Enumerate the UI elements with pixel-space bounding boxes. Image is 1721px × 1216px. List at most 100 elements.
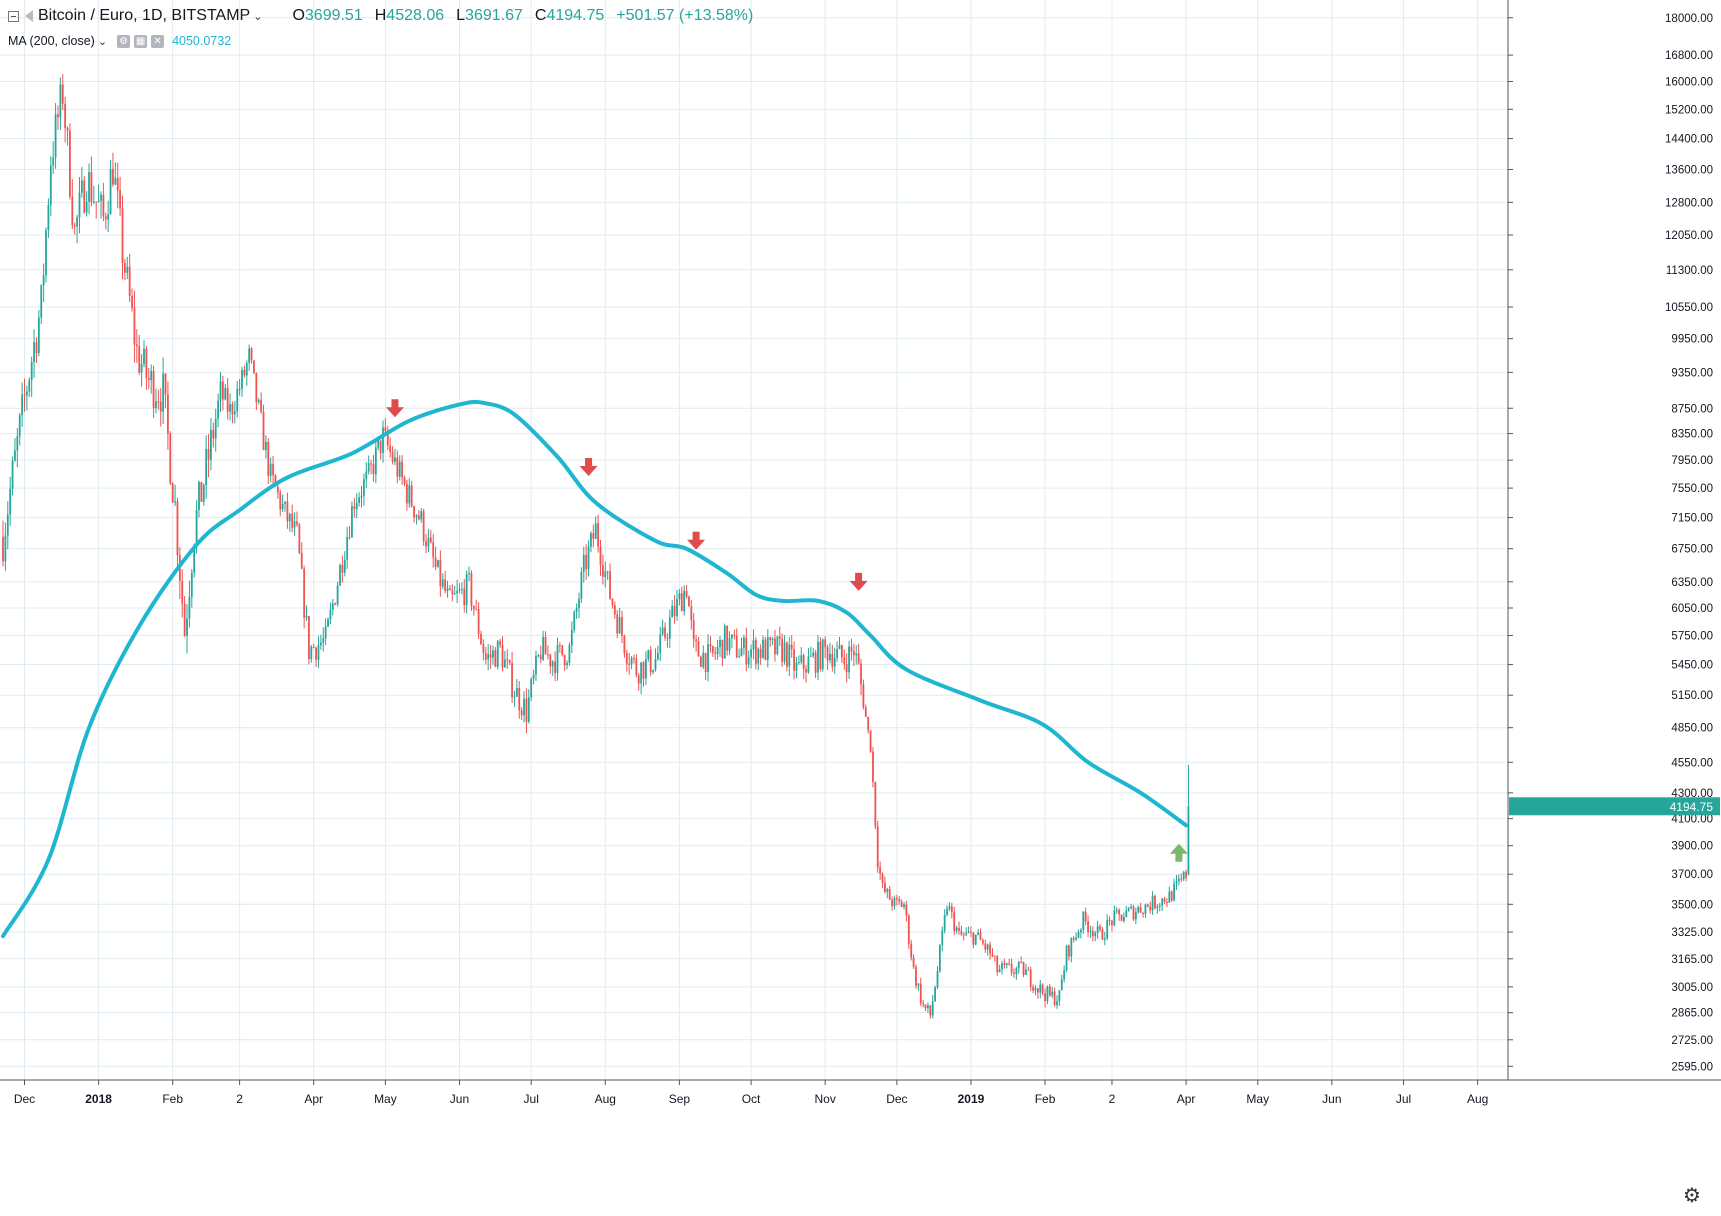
candle-body: [317, 645, 320, 660]
candle-body: [449, 588, 451, 591]
candle-body: [1020, 962, 1023, 964]
candle-body: [18, 415, 21, 437]
candle-body: [150, 370, 153, 381]
candle-body: [236, 389, 239, 412]
x-tick-label: Jul: [524, 1092, 539, 1106]
format-icon[interactable]: ▦: [134, 34, 148, 48]
candle-body: [621, 617, 623, 636]
collapse-legend-icon[interactable]: [8, 10, 19, 22]
y-tick-label: 3005.00: [1671, 982, 1713, 994]
candle-body: [891, 899, 893, 906]
candle-body: [738, 656, 741, 658]
candle-body: [508, 660, 511, 664]
candle-body: [1118, 910, 1121, 915]
candle-body: [1168, 891, 1171, 903]
candle-body: [69, 130, 71, 197]
candle-body: [217, 400, 219, 419]
candle-body: [977, 932, 980, 935]
y-tick-label: 3165.00: [1671, 954, 1713, 966]
candle-body: [965, 932, 968, 935]
candle-body: [544, 636, 547, 655]
candle-body: [613, 605, 616, 615]
candle-body: [991, 953, 994, 957]
candle-body: [919, 983, 922, 1004]
candle-body: [131, 295, 133, 308]
y-tick-label: 3700.00: [1671, 869, 1713, 881]
candle-body: [147, 377, 150, 381]
candle-body: [398, 461, 401, 477]
y-tick-label: 8750.00: [1671, 403, 1713, 415]
candle-body: [174, 501, 176, 503]
candle-body: [941, 930, 944, 946]
candle-body: [786, 642, 788, 667]
candle-body: [654, 659, 657, 670]
candle-body: [183, 603, 186, 636]
candle-body: [917, 983, 920, 986]
candle-body: [157, 401, 160, 403]
candle-body: [1163, 898, 1166, 902]
candle-body: [348, 537, 351, 539]
indicator-name[interactable]: MA (200, close): [8, 34, 95, 48]
candle-body: [343, 559, 346, 573]
candle-body: [422, 511, 425, 541]
candle-body: [367, 463, 370, 472]
chevron-down-icon[interactable]: ⌄: [253, 10, 263, 23]
candle-body: [296, 521, 298, 525]
candle-body: [138, 346, 141, 373]
candle-body: [530, 679, 533, 698]
candle-body: [214, 418, 217, 439]
candle-body: [656, 652, 659, 660]
candle-body: [1103, 938, 1106, 940]
candle-body: [1113, 910, 1116, 926]
candle-body: [1134, 912, 1137, 920]
candle-body: [310, 646, 313, 660]
candle-body: [219, 381, 222, 401]
candle-body: [924, 1004, 927, 1009]
candle-body: [893, 898, 896, 906]
candle-body: [642, 662, 645, 679]
candle-body: [793, 649, 795, 671]
candle-body: [312, 646, 315, 648]
candle-body: [563, 655, 566, 666]
candle-body: [640, 662, 643, 684]
candle-body: [427, 537, 430, 547]
candle-body: [1039, 984, 1042, 993]
close-icon[interactable]: ✕: [151, 34, 165, 48]
candle-body: [762, 639, 764, 658]
candle-body: [764, 639, 767, 660]
candle-body: [28, 380, 31, 392]
candle-body: [637, 675, 640, 684]
y-tick-label: 5150.00: [1671, 690, 1713, 702]
candle-body: [145, 348, 148, 378]
candle-body: [1044, 993, 1046, 1002]
candle-body: [198, 481, 200, 511]
candle-body: [561, 645, 564, 656]
candle-body: [1022, 962, 1025, 975]
symbol-title[interactable]: Bitcoin / Euro, 1D, BITSTAMP: [38, 7, 251, 24]
candle-body: [269, 463, 272, 476]
candle-body: [857, 653, 860, 664]
candle-body: [257, 400, 260, 403]
candle-body: [456, 590, 458, 594]
candle-body: [905, 904, 908, 916]
y-tick-label: 13600.00: [1665, 164, 1713, 176]
y-tick-label: 5750.00: [1671, 631, 1713, 643]
arrow-down-icon: [579, 458, 598, 477]
candle-body: [515, 687, 518, 697]
candle-body: [248, 348, 251, 364]
candle-body: [903, 904, 905, 907]
chart-settings-icon[interactable]: ⚙: [1683, 1185, 1701, 1207]
x-tick-label: 2: [1109, 1092, 1116, 1106]
candle-body: [355, 503, 358, 509]
candle-body: [867, 716, 870, 731]
candle-body: [362, 479, 365, 496]
settings-icon[interactable]: ⚙: [117, 34, 131, 48]
candle-body: [1089, 930, 1092, 932]
y-tick-label: 5450.00: [1671, 660, 1713, 672]
candle-body: [666, 637, 669, 639]
candle-body: [432, 542, 435, 558]
indicator-chevron-icon[interactable]: ⌄: [97, 35, 108, 48]
candle-body: [494, 650, 497, 667]
candle-body: [1087, 921, 1089, 932]
